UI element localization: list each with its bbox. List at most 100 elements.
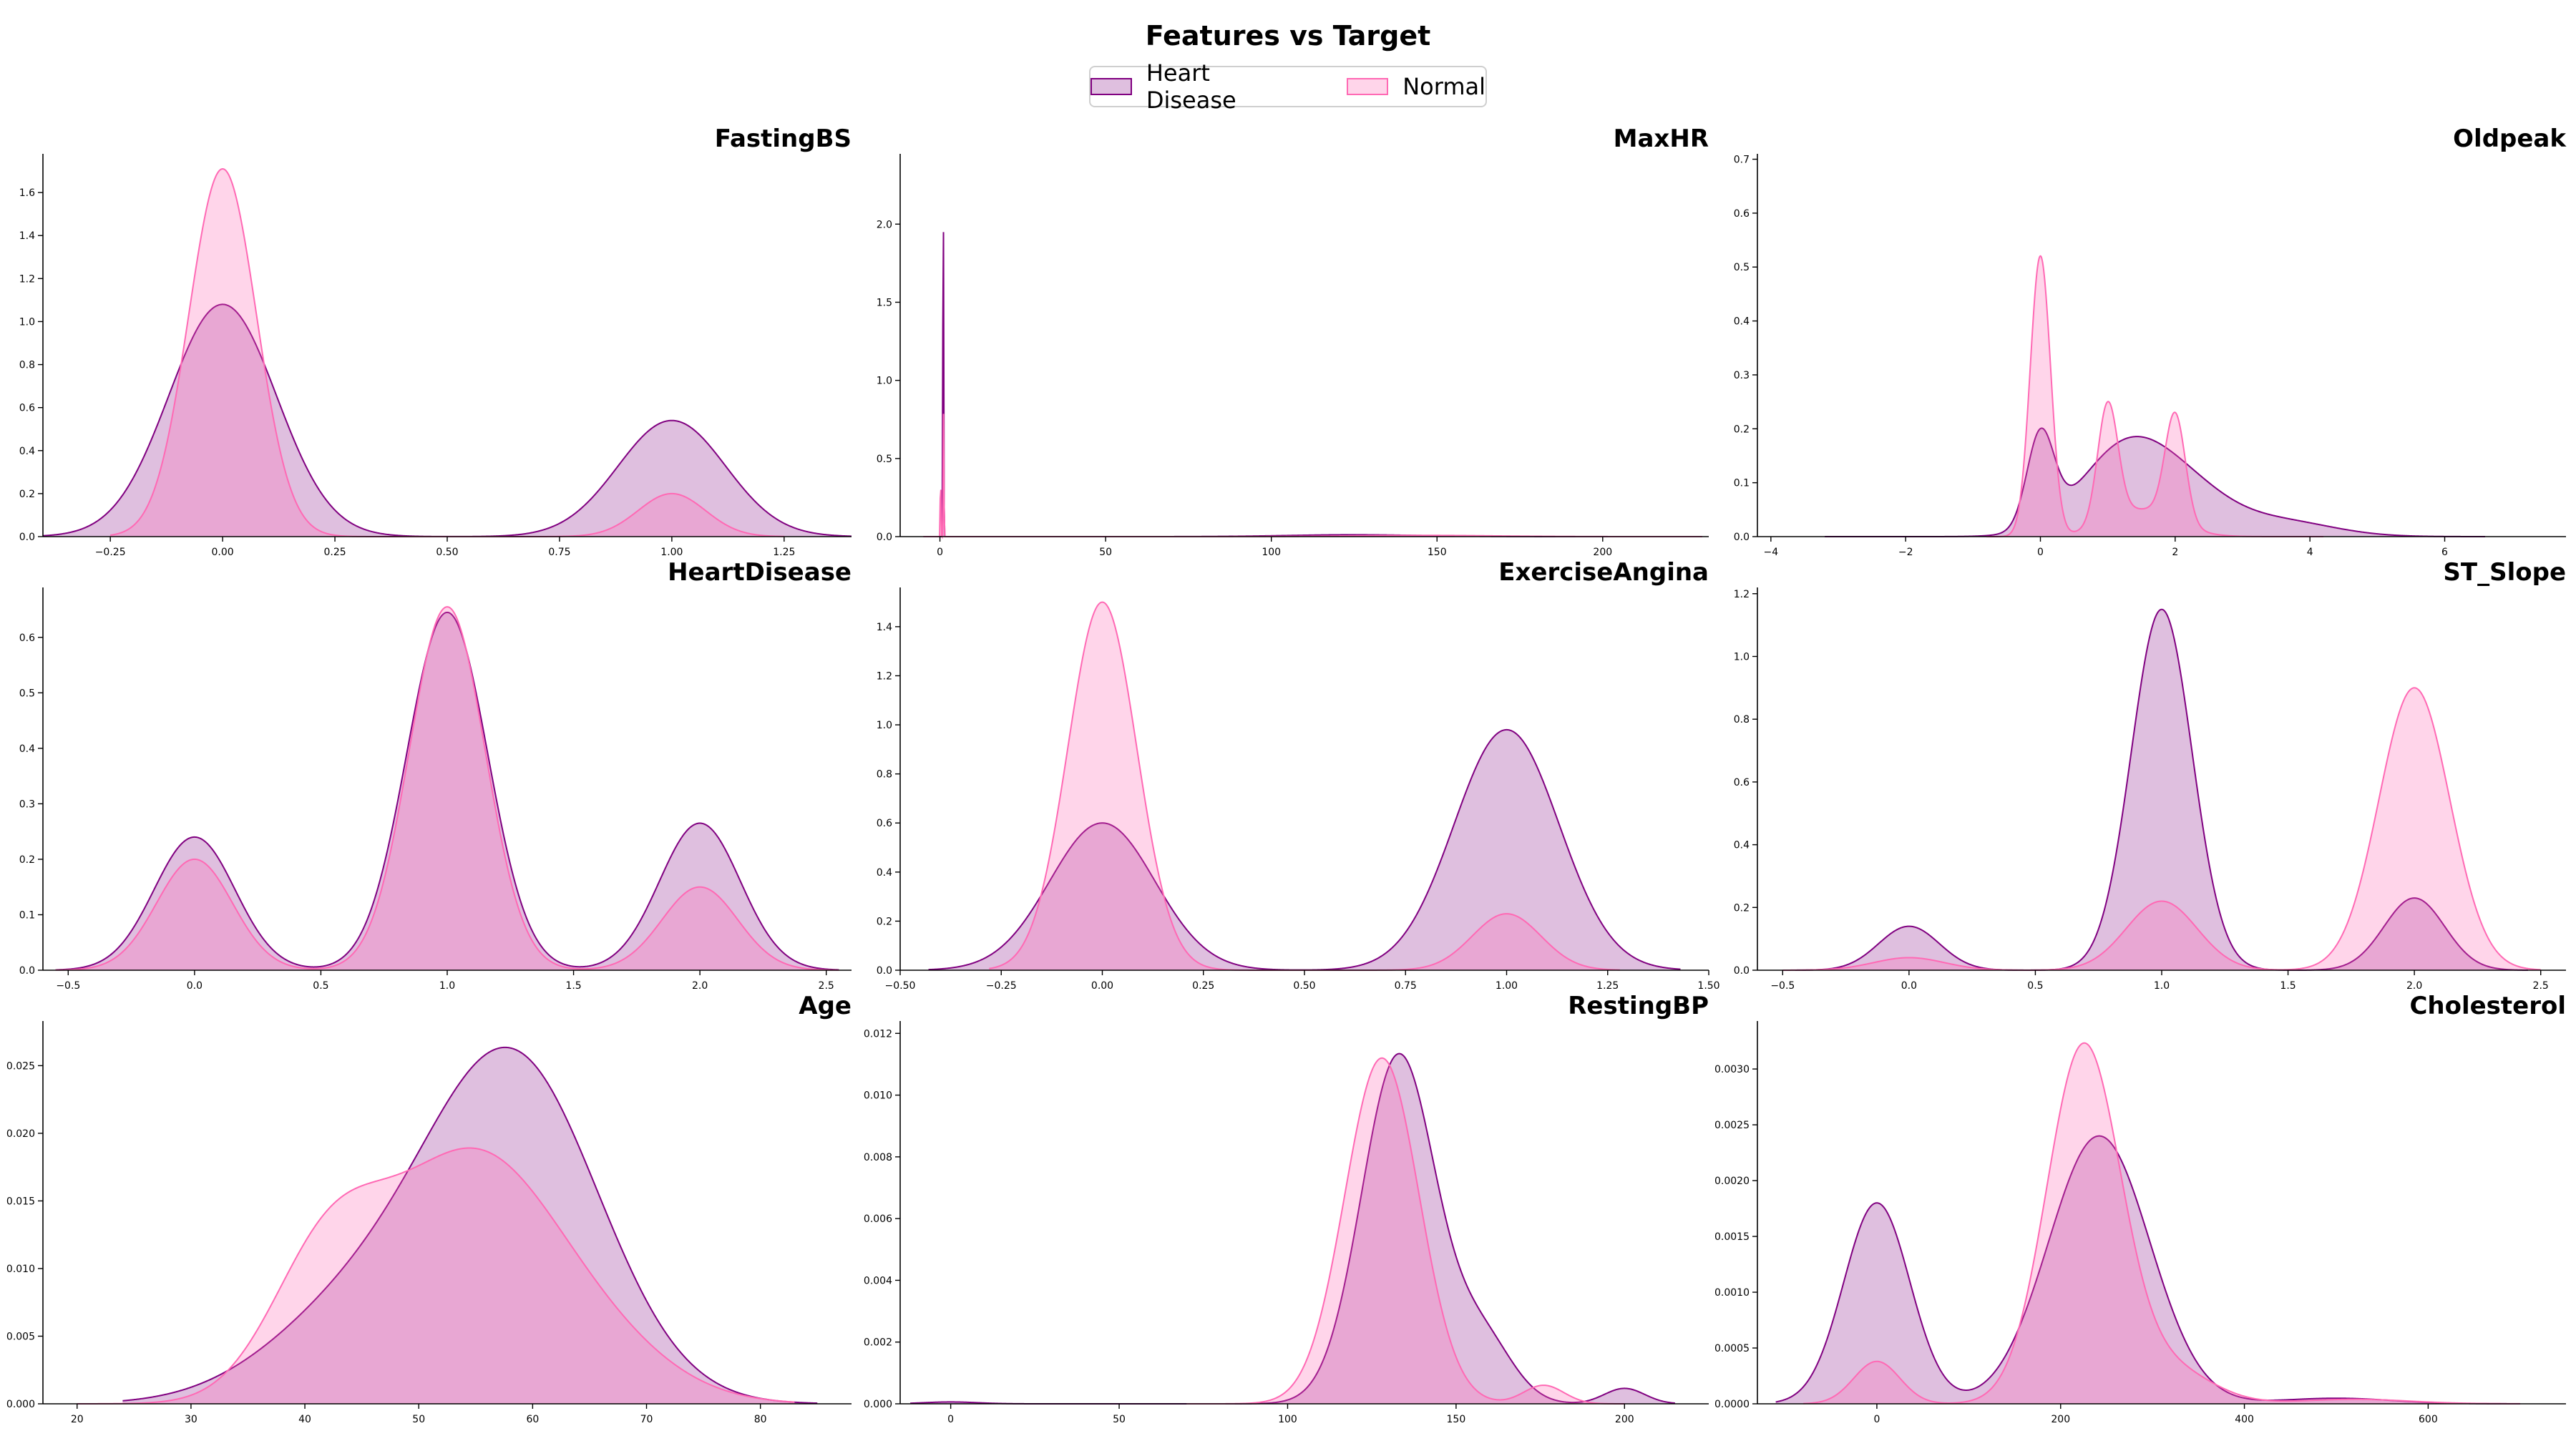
x-tick-label-restingbp: 50 (1113, 1414, 1126, 1425)
x-tick-label-cholesterol: 200 (2051, 1414, 2070, 1425)
legend-swatch-heart-disease (1091, 78, 1132, 95)
legend-label-normal: Normal (1402, 73, 1485, 100)
y-tick-label-restingbp: 0.006 (864, 1213, 892, 1225)
x-tick-label-oldpeak: −2 (1898, 547, 1913, 558)
x-tick-label-heartdisease: 0.0 (187, 980, 203, 992)
kde-line-heart-disease-st-slope (1795, 608, 2529, 971)
y-tick-label-cholesterol: 0.0015 (1714, 1231, 1750, 1243)
y-tick-label-maxhr: 0.5 (877, 454, 892, 465)
kde-area-heart-disease-exerciseangina (928, 729, 1681, 970)
y-tick-label-exerciseangina: 0.6 (877, 818, 892, 829)
legend: Heart Disease Normal (1089, 59, 1487, 114)
x-tick-label-maxhr: 0 (937, 547, 943, 558)
x-tick-label-age: 50 (412, 1414, 425, 1425)
kde-area-normal-fastingbs (110, 169, 784, 537)
x-tick-label-fastingbs: 1.00 (660, 547, 683, 558)
panel-restingbp: RestingBP 0 50 100 150 200 0.000 0.002 0.004 0.00… (864, 992, 1709, 1425)
x-tick-label-maxhr: 200 (1593, 547, 1612, 558)
y-tick-label-oldpeak: 0.4 (1734, 316, 1750, 328)
kde-line-heart-disease-heartdisease (55, 611, 839, 971)
x-tick-label-st-slope: 2.5 (2533, 980, 2549, 992)
y-tick-label-oldpeak: 0.5 (1734, 262, 1750, 273)
legend-label-heart-disease: Heart Disease (1146, 59, 1236, 114)
x-tick-label-cholesterol: 0 (1873, 1414, 1880, 1425)
kde-area-normal-restingbp (1186, 1058, 1625, 1404)
kde-area-heart-disease-age (122, 1047, 818, 1404)
panel-title-heartdisease: HeartDisease (668, 558, 852, 587)
y-tick-label-cholesterol: 0.0020 (1714, 1176, 1750, 1187)
y-tick-label-exerciseangina: 0.8 (877, 769, 892, 781)
legend-item-heart-disease: Heart Disease (1091, 59, 1307, 114)
y-tick-label-heartdisease: 0.1 (19, 909, 35, 921)
y-tick-label-oldpeak: 0.7 (1734, 155, 1750, 166)
y-tick-label-fastingbs: 0.8 (19, 360, 35, 371)
x-tick-label-age: 20 (71, 1414, 84, 1425)
x-tick-label-exerciseangina: 0.25 (1192, 980, 1214, 992)
panel-title-exerciseangina: ExerciseAngina (1498, 558, 1709, 587)
kde-area-heart-disease-st-slope (1795, 609, 2529, 970)
x-tick-label-maxhr: 100 (1262, 547, 1281, 558)
y-tick-label-maxhr: 2.0 (877, 219, 892, 230)
kde-line-normal-restingbp (1186, 1057, 1625, 1405)
y-tick-label-oldpeak: 0.0 (1734, 532, 1750, 543)
kde-line-heart-disease-maxhr (923, 232, 1702, 537)
y-tick-label-fastingbs: 1.0 (19, 316, 35, 328)
panel-oldpeak: Oldpeak −4 −2 0 2 4 6 0.0 0.1 0.2 0.3 0.4 0.5 0.6 0.7 (1734, 124, 2567, 558)
x-tick-label-fastingbs: 1.25 (773, 547, 795, 558)
figure-title: Features vs Target (1145, 20, 1431, 52)
y-tick-label-age: 0.000 (6, 1399, 35, 1410)
y-tick-label-cholesterol: 0.0025 (1714, 1120, 1750, 1131)
y-tick-label-st-slope: 0.0 (1734, 965, 1750, 977)
panel-exerciseangina: ExerciseAngina −0.50 −0.25 0.00 0.25 0.50 0.75… (877, 558, 1720, 992)
y-tick-label-fastingbs: 0.2 (19, 489, 35, 500)
y-tick-label-heartdisease: 0.3 (19, 798, 35, 810)
x-tick-label-restingbp: 150 (1447, 1414, 1466, 1425)
y-tick-label-exerciseangina: 0.2 (877, 916, 892, 927)
y-tick-label-restingbp: 0.004 (864, 1275, 892, 1286)
kde-area-heart-disease-fastingbs (43, 304, 852, 537)
x-tick-label-age: 70 (640, 1414, 653, 1425)
x-tick-label-heartdisease: −0.5 (56, 980, 80, 992)
y-tick-label-st-slope: 1.0 (1734, 651, 1750, 663)
legend-swatch-normal (1347, 78, 1389, 95)
y-tick-label-age: 0.025 (6, 1060, 35, 1072)
x-tick-label-heartdisease: 2.0 (692, 980, 708, 992)
x-tick-label-age: 80 (754, 1414, 767, 1425)
x-tick-label-fastingbs: 0.50 (436, 547, 458, 558)
y-tick-label-st-slope: 0.4 (1734, 840, 1750, 851)
panel-title-cholesterol: Cholesterol (2409, 992, 2566, 1020)
panel-cholesterol: Cholesterol 0 200 400 600 0.0000 0.0005 0.0010 0… (1714, 992, 2566, 1425)
x-tick-label-oldpeak: −4 (1764, 547, 1779, 558)
y-tick-label-cholesterol: 0.0030 (1714, 1064, 1750, 1075)
y-tick-label-st-slope: 0.6 (1734, 777, 1750, 788)
y-tick-label-exerciseangina: 1.0 (877, 720, 892, 731)
y-tick-label-cholesterol: 0.0010 (1714, 1287, 1750, 1299)
x-tick-label-fastingbs: 0.25 (323, 547, 346, 558)
x-tick-label-st-slope: 2.0 (2406, 980, 2422, 992)
x-tick-label-fastingbs: 0.75 (548, 547, 570, 558)
kde-area-heart-disease-oldpeak (1825, 428, 2485, 537)
kde-line-heart-disease-restingbp (910, 1053, 1676, 1405)
x-tick-label-exerciseangina: 0.50 (1293, 980, 1315, 992)
panel-title-restingbp: RestingBP (1568, 992, 1709, 1020)
x-tick-label-st-slope: −0.5 (1770, 980, 1795, 992)
kde-area-heart-disease-cholesterol (1775, 1135, 2520, 1404)
panel-heartdisease: HeartDisease −0.5 0.0 0.5 1.0 1.5 2.0 2.5 0.0 0.1… (19, 558, 852, 992)
x-tick-label-restingbp: 100 (1278, 1414, 1297, 1425)
y-tick-label-restingbp: 0.012 (864, 1028, 892, 1040)
y-tick-label-heartdisease: 0.4 (19, 743, 35, 755)
y-tick-label-cholesterol: 0.0005 (1714, 1343, 1750, 1354)
kde-line-normal-maxhr (923, 414, 1702, 539)
y-tick-label-heartdisease: 0.6 (19, 633, 35, 644)
x-tick-label-maxhr: 150 (1428, 547, 1447, 558)
y-tick-label-fastingbs: 1.6 (19, 187, 35, 199)
x-tick-label-exerciseangina: 1.25 (1596, 980, 1619, 992)
x-tick-label-exerciseangina: 1.50 (1697, 980, 1719, 992)
y-tick-label-restingbp: 0.010 (864, 1090, 892, 1102)
y-tick-label-oldpeak: 0.6 (1734, 208, 1750, 220)
kde-area-heart-disease-restingbp (910, 1053, 1675, 1404)
kde-area-normal-maxhr (923, 414, 1702, 537)
x-tick-label-st-slope: 1.0 (2154, 980, 2170, 992)
y-tick-label-exerciseangina: 0.0 (877, 965, 892, 977)
